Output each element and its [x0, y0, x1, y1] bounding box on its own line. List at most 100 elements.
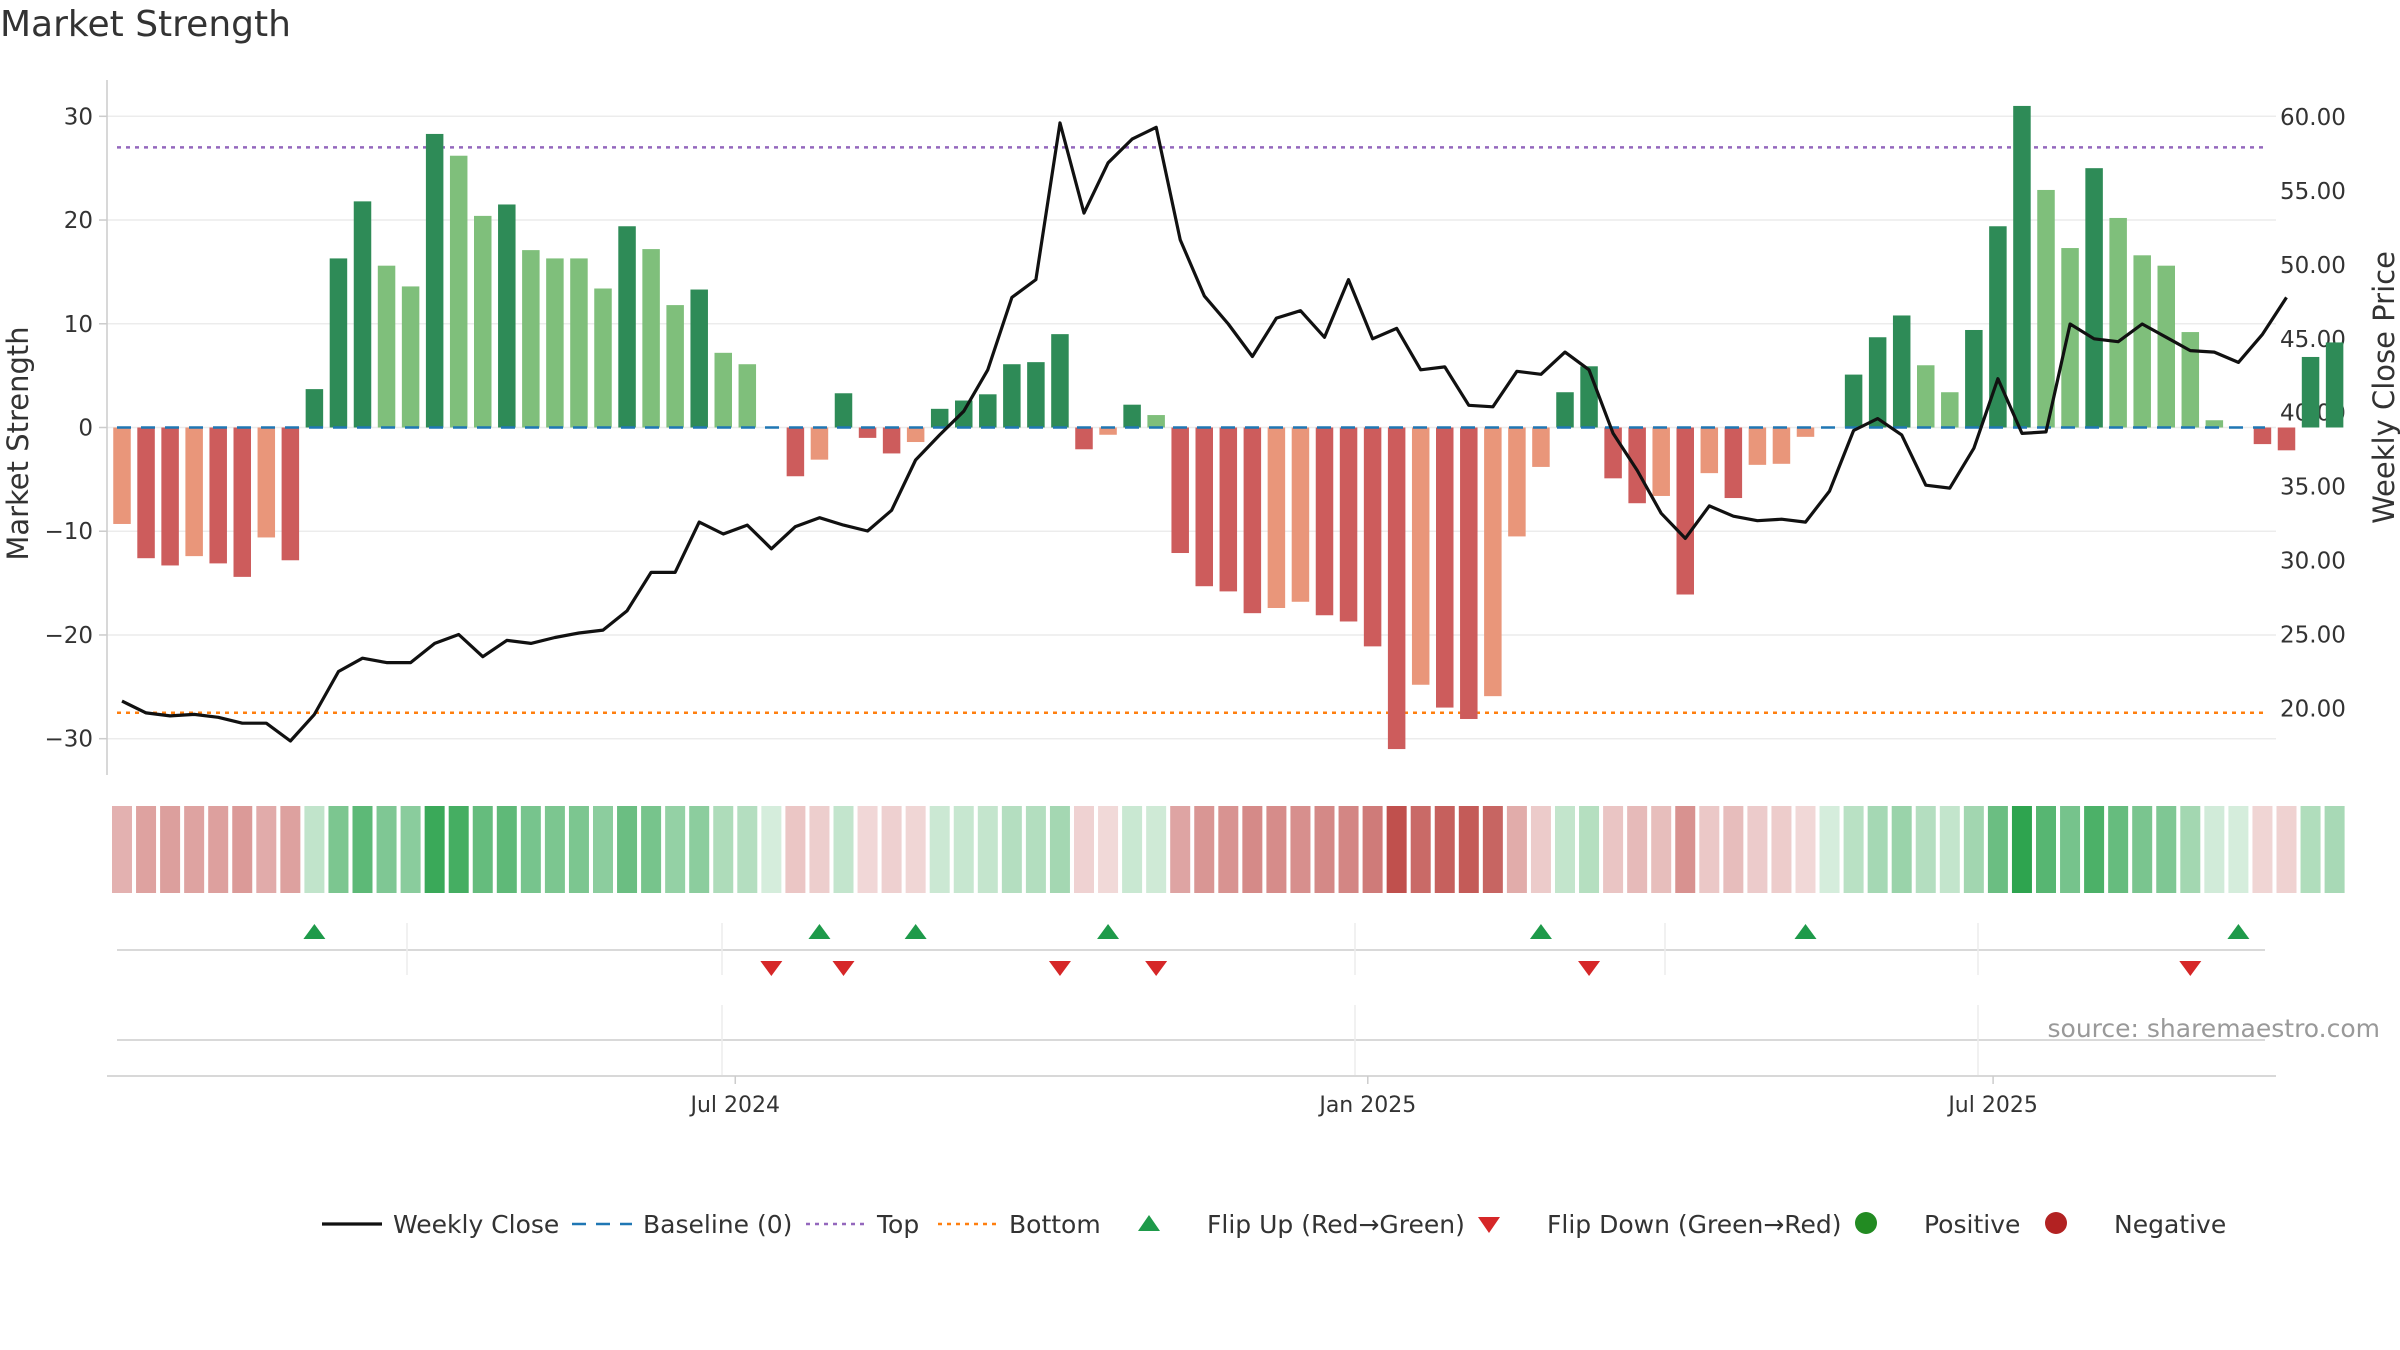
strength-bar: [2205, 420, 2224, 428]
strength-heat-cell: [1723, 806, 1744, 893]
strength-bar: [1748, 427, 1767, 465]
strength-heat-cell: [929, 806, 950, 893]
strength-bar: [1628, 427, 1646, 504]
strength-heat-cell: [2252, 806, 2273, 893]
strength-bar: [786, 427, 805, 477]
legend-label: Positive: [1924, 1210, 2020, 1239]
strength-bar: [1171, 427, 1189, 554]
strength-bar: [738, 364, 757, 428]
strength-heat-cell: [1410, 806, 1431, 893]
y-tick-label: 0: [78, 416, 93, 442]
strength-heat-cell: [1001, 806, 1022, 893]
x-tick-label: Jul 2024: [689, 1093, 781, 1118]
strength-bar: [1099, 427, 1117, 435]
strength-bar: [137, 427, 155, 559]
strength-bar: [2133, 255, 2151, 428]
source-label: source: sharemaestro.com: [2047, 1014, 2381, 1043]
strength-heat-cell: [2011, 806, 2032, 893]
strength-bar: [1195, 427, 1213, 587]
flip-down-marker: [1145, 961, 1168, 976]
flip-up-marker: [904, 924, 927, 939]
strength-heat-cell: [304, 806, 325, 893]
strength-heat-cell: [352, 806, 373, 893]
strength-bar: [1075, 427, 1093, 450]
strength-heat-cell: [112, 806, 132, 893]
strength-heat-cell: [1458, 806, 1479, 893]
strength-heat-cell: [496, 806, 517, 893]
strength-heat-cell: [472, 806, 493, 893]
strength-bar: [858, 427, 877, 438]
strength-heat-cell: [593, 806, 613, 893]
strength-heat-cell: [2324, 806, 2345, 893]
y2-tick-label: 25.00: [2280, 623, 2346, 649]
strength-bar: [1868, 337, 1887, 428]
strength-bar: [955, 400, 973, 428]
legend-flip-down-icon: [1478, 1217, 1500, 1233]
strength-heat-cell: [2084, 806, 2105, 893]
strength-bar: [546, 258, 564, 428]
strength-bar: [161, 427, 179, 566]
strength-heat-cell: [256, 806, 277, 893]
strength-heat-cell: [617, 806, 638, 893]
strength-bar: [474, 215, 492, 428]
strength-heat-cell: [1194, 806, 1215, 893]
strength-bar: [498, 204, 516, 428]
strength-bar: [1411, 427, 1430, 685]
strength-bar: [714, 352, 732, 428]
strength-bar: [1123, 404, 1141, 428]
flip-up-marker: [1097, 924, 1120, 939]
strength-heat-cell: [1771, 806, 1792, 893]
strength-bar: [2157, 265, 2175, 428]
flip-down-marker: [832, 961, 855, 976]
strength-heat-cell: [1699, 806, 1720, 893]
weekly-close-line: [121, 121, 2288, 743]
strength-heat-cell: [641, 806, 662, 893]
strength-bar: [2109, 217, 2127, 428]
strength-bar: [1243, 427, 1262, 614]
strength-heat-cell: [328, 806, 349, 893]
y-tick-label: −10: [44, 519, 93, 545]
strength-heat-cell: [905, 806, 926, 893]
strength-bar: [1941, 392, 1959, 428]
strength-bar: [401, 286, 420, 428]
strength-heat-cell: [1939, 806, 1960, 893]
strength-bar: [1556, 392, 1574, 428]
strength-bar: [1051, 334, 1069, 428]
strength-heat-cell: [977, 806, 998, 893]
strength-bar: [834, 393, 853, 428]
strength-bar: [2061, 248, 2079, 428]
strength-heat-cell: [1266, 806, 1287, 893]
strength-heat-cell: [1122, 806, 1143, 893]
flip-down-marker: [760, 961, 783, 976]
strength-heat-cell: [785, 806, 806, 893]
strength-heat-cell: [1506, 806, 1527, 893]
strength-heat-cell: [1891, 806, 1912, 893]
strength-bar: [810, 427, 829, 460]
strength-heat-cell: [400, 806, 421, 893]
strength-heat-cell: [1651, 806, 1672, 893]
strength-heat-cell: [2204, 806, 2225, 893]
strength-heat-cell: [208, 806, 229, 893]
strength-heat-cell: [544, 806, 565, 893]
strength-heat-cell: [857, 806, 878, 893]
strength-bar: [233, 427, 251, 577]
strength-bar: [377, 265, 396, 428]
strength-heat-cell: [160, 806, 181, 893]
strength-heat-cell: [2300, 806, 2321, 893]
y-tick-label: −20: [44, 623, 93, 649]
strength-heat-cell: [1098, 806, 1119, 893]
strength-bar: [425, 133, 444, 428]
strength-bar: [1532, 427, 1550, 467]
strength-heat-cell: [1915, 806, 1936, 893]
legend-label: Baseline (0): [643, 1210, 792, 1239]
strength-bar: [1027, 362, 1045, 428]
y2-tick-label: 35.00: [2280, 475, 2346, 501]
strength-bar: [1219, 427, 1238, 592]
strength-bar: [618, 226, 636, 428]
strength-heat-cell: [1963, 806, 1984, 893]
strength-heat-cell: [1314, 806, 1335, 893]
strength-bar: [1436, 427, 1454, 708]
strength-bar: [906, 427, 925, 443]
strength-heat-cell: [2228, 806, 2249, 893]
